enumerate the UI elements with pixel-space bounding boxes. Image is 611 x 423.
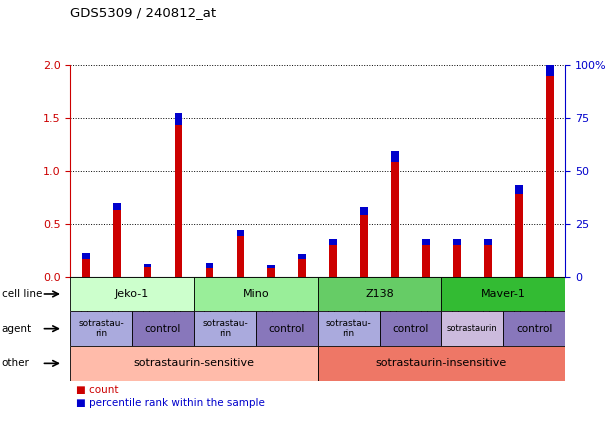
Bar [453,239,461,245]
Bar [318,346,565,381]
Bar [503,311,565,346]
Bar [422,239,430,245]
Bar [268,268,275,277]
Bar [194,311,256,346]
Bar [329,245,337,277]
Bar [298,259,306,277]
Bar [329,239,337,245]
Text: control: control [516,324,552,334]
Bar [205,268,213,277]
Bar [360,207,368,215]
Bar [298,255,306,259]
Text: ■ percentile rank within the sample: ■ percentile rank within the sample [76,398,265,408]
Bar [205,263,213,268]
Bar [132,311,194,346]
Bar [484,245,492,277]
Text: sotrastaurin-insensitive: sotrastaurin-insensitive [376,358,507,368]
Bar [256,311,318,346]
Bar [515,185,522,194]
Bar [236,236,244,277]
Bar [194,277,318,311]
Text: Jeko-1: Jeko-1 [115,289,149,299]
Bar [144,264,152,267]
Text: control: control [392,324,429,334]
Bar [453,245,461,277]
Bar [318,311,379,346]
Bar [484,239,492,245]
Text: cell line: cell line [2,289,42,299]
Bar [546,60,554,76]
Bar [236,230,244,236]
Text: agent: agent [2,324,32,334]
Bar [70,311,132,346]
Bar [82,259,90,277]
Bar [70,346,318,381]
Bar [144,267,152,277]
Bar [268,265,275,268]
Text: sotrastau-
rin: sotrastau- rin [202,319,248,338]
Bar [113,210,120,277]
Text: Mino: Mino [243,289,269,299]
Bar [379,311,441,346]
Bar [82,253,90,259]
Text: control: control [145,324,181,334]
Bar [113,203,120,210]
Text: sotrastau-
rin: sotrastau- rin [326,319,371,338]
Bar [175,113,183,126]
Text: ■ count: ■ count [76,385,119,395]
Bar [546,76,554,277]
Text: sotrastaurin: sotrastaurin [447,324,498,333]
Bar [422,245,430,277]
Bar [391,162,399,277]
Text: sotrastaurin-sensitive: sotrastaurin-sensitive [133,358,255,368]
Text: other: other [2,358,30,368]
Text: Z138: Z138 [365,289,394,299]
Bar [318,277,442,311]
Bar [70,277,194,311]
Bar [391,151,399,162]
Bar [175,126,183,277]
Text: sotrastau-
rin: sotrastau- rin [78,319,124,338]
Text: Maver-1: Maver-1 [481,289,525,299]
Bar [515,194,522,277]
Bar [442,311,503,346]
Text: GDS5309 / 240812_at: GDS5309 / 240812_at [70,6,216,19]
Text: control: control [269,324,305,334]
Bar [442,277,565,311]
Bar [360,215,368,277]
